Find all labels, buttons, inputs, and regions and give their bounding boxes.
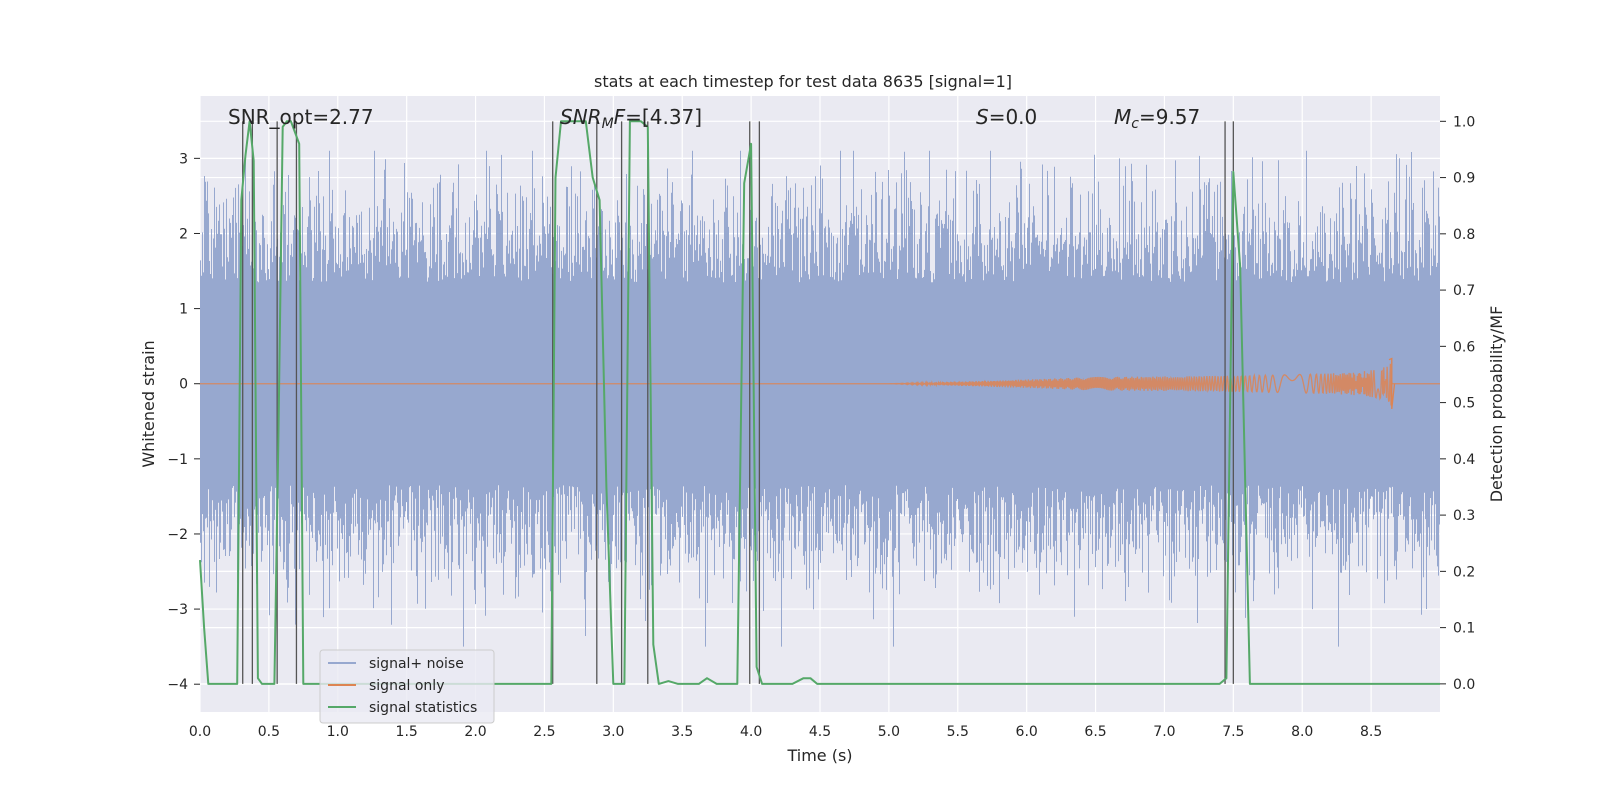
y-tick-label: −2	[167, 527, 188, 543]
signal-noise-trace	[200, 150, 1440, 647]
y-tick-label: 0	[179, 377, 188, 393]
y-right-axis-label: Detection probability/MF	[1487, 306, 1506, 503]
x-tick-label: 2.0	[464, 724, 486, 740]
legend-label-signal: signal only	[369, 678, 444, 694]
x-tick-label: 2.5	[533, 724, 555, 740]
x-tick-label: 0.5	[258, 724, 280, 740]
y-right-tick-label: 0.7	[1453, 283, 1475, 299]
snr-mf-main: SNR	[560, 105, 602, 129]
x-tick-label: 5.0	[878, 724, 900, 740]
x-tick-label: 4.0	[740, 724, 762, 740]
mc-value: =9.57	[1139, 105, 1200, 129]
x-tick-label: 3.0	[602, 724, 624, 740]
x-tick-label: 5.5	[947, 724, 969, 740]
signal-merger-spike	[1388, 357, 1396, 410]
legend-label-stats: signal statistics	[369, 700, 477, 716]
x-tick-label: 6.5	[1084, 724, 1106, 740]
mc-sub: c	[1131, 116, 1139, 132]
x-tick-label: 7.5	[1222, 724, 1244, 740]
y-tick-label: −4	[167, 677, 188, 693]
snr-mf-sub: M	[602, 116, 614, 132]
y-axis-label: Whitened strain	[139, 340, 158, 467]
legend: signal+ noise signal only signal statist…	[319, 649, 495, 724]
y-tick-label: 1	[179, 302, 188, 318]
mc-main: M	[1114, 105, 1131, 129]
y-tick-label: 3	[179, 151, 188, 167]
snr-opt-annotation: SNR_opt=2.77	[228, 105, 374, 129]
s-value: =0.0	[989, 105, 1038, 129]
y-right-tick-label: 0.0	[1453, 677, 1475, 693]
x-tick-label: 4.5	[809, 724, 831, 740]
y-tick-label: 2	[179, 226, 188, 242]
s-annotation: S=0.0	[976, 105, 1037, 129]
x-tick-label: 8.0	[1291, 724, 1313, 740]
y-right-tick-label: 1.0	[1453, 114, 1475, 130]
snr-mf-annotation: SNRMF=[4.37]	[560, 105, 702, 132]
y-tick-label: −3	[167, 602, 188, 618]
legend-label-noise: signal+ noise	[369, 656, 464, 672]
x-tick-label: 6.0	[1016, 724, 1038, 740]
x-tick-label: 0.0	[189, 724, 211, 740]
x-tick-label: 3.5	[671, 724, 693, 740]
y-right-tick-label: 0.8	[1453, 227, 1475, 243]
x-tick-label: 7.0	[1153, 724, 1175, 740]
s-symbol: S	[976, 105, 989, 129]
y-tick-label: −1	[167, 452, 188, 468]
y-right-tick-label: 0.3	[1453, 508, 1475, 524]
x-tick-labels: 0.0 0.5 1.0 1.5 2.0 2.5 3.0 3.5 4.0 4.5 5.0 5.5 6.0 6…	[189, 724, 1382, 740]
signal-noise-series	[200, 150, 1440, 647]
y-right-tick-label: 0.5	[1453, 396, 1475, 412]
y-right-tick-label: 0.2	[1453, 564, 1475, 580]
signal-statistics-series	[199, 120, 1440, 685]
snr-mf-f: F	[614, 105, 626, 129]
x-tick-label: 1.0	[327, 724, 349, 740]
y-right-tick-label: 0.1	[1453, 621, 1475, 637]
y-right-tick-label: 0.9	[1453, 171, 1475, 187]
y-right-tick-label: 0.4	[1453, 452, 1475, 468]
signal-statistics-line	[199, 120, 1440, 685]
legend-box	[319, 649, 495, 724]
mc-annotation: Mc=9.57	[1114, 105, 1200, 132]
x-axis-label: Time (s)	[786, 746, 852, 765]
x-tick-label: 8.5	[1360, 724, 1382, 740]
y-tick-labels: 3 2 1 0 −1 −2 −3 −4	[167, 151, 200, 693]
chart-title: stats at each timestep for test data 863…	[594, 72, 1012, 91]
y-right-tick-labels: 1.0 0.9 0.8 0.7 0.6 0.5 0.4 0.3 0.2 0.1 0.0	[1440, 114, 1475, 693]
snr-mf-value: =[4.37]	[625, 105, 702, 129]
y-right-tick-label: 0.6	[1453, 339, 1475, 355]
x-tick-label: 1.5	[396, 724, 418, 740]
